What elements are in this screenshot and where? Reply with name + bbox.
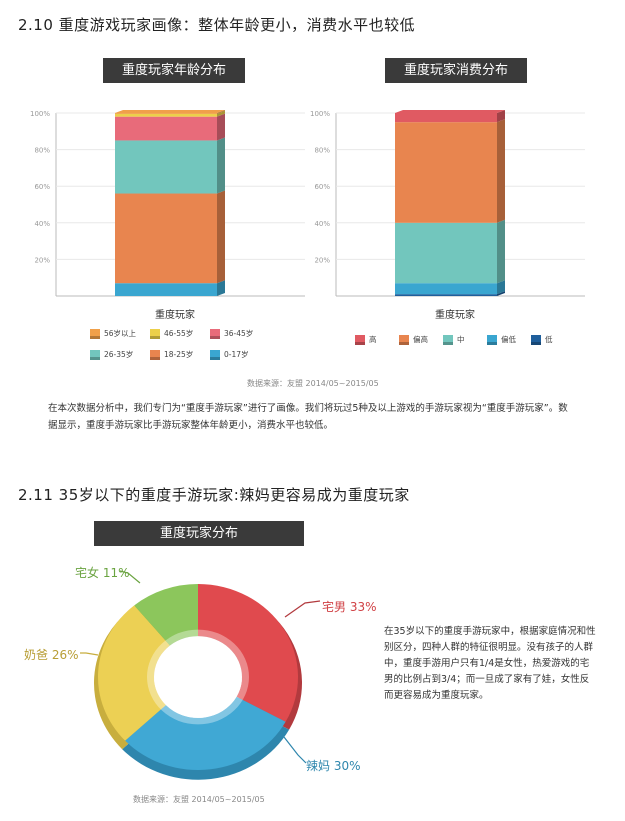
- spend-bar-segment-side-2: [497, 219, 505, 284]
- spend-legend-swatch: [399, 334, 409, 345]
- spend-bar-segment-2: [395, 222, 497, 284]
- spend-legend-label: 低: [545, 335, 553, 344]
- age-legend-label: 18-25岁: [164, 350, 194, 359]
- age-y-tick-label: 60%: [34, 183, 50, 191]
- spend-legend-item: 偏低: [487, 334, 516, 345]
- age-legend-item: 18-25岁: [150, 349, 193, 360]
- spend-legend-item: 高: [355, 334, 377, 345]
- age-legend-item: 46-55岁: [150, 328, 193, 339]
- age-bar-segment-5: [115, 113, 217, 114]
- age-stacked-bar-chart: 20% 40% 60% 80% 100%: [30, 110, 305, 297]
- spend-bar-segment-side-1: [497, 280, 505, 295]
- age-bar-segment-2: [115, 140, 217, 194]
- age-legend-swatch: [150, 349, 160, 360]
- spend-legend-item: 低: [531, 334, 553, 345]
- spend-legend-swatch: [531, 334, 541, 345]
- spend-chart-title: 重度玩家消费分布: [385, 58, 527, 83]
- section-1-source: 数据来源：友盟 2014/05~2015/05: [247, 379, 379, 388]
- age-legend-label: 56岁以上: [104, 329, 137, 338]
- section-1-paragraph: 在本次数据分析中，我们专门为“重度手游玩家”进行了画像。我们将玩过5种及以上游戏…: [48, 403, 568, 431]
- donut-hole: [154, 636, 242, 718]
- donut-leader-line-3: [119, 570, 141, 584]
- age-bar-top: [115, 110, 225, 113]
- spend-bar-top: [395, 110, 505, 113]
- spend-y-tick-label: 60%: [314, 183, 330, 191]
- donut-slice-2: [98, 605, 170, 741]
- age-chart-category-label: 重度玩家: [155, 310, 195, 321]
- age-legend-swatch: [210, 349, 220, 360]
- section-2-title: 2.11 35岁以下的重度手游玩家:辣妈更容易成为重度玩家: [18, 486, 410, 504]
- age-chart-legend: 56岁以上 46-55岁 36-45岁 26-35岁 18-25岁 0-17岁: [90, 328, 290, 368]
- donut-leader-line-2: [80, 652, 99, 656]
- spend-legend-label: 偏高: [413, 335, 428, 344]
- age-bar-segment-side-0: [217, 280, 225, 296]
- age-y-tick-label: 40%: [34, 220, 50, 228]
- spend-bar-segment-side-3: [497, 119, 505, 223]
- age-legend-item: 26-35岁: [90, 349, 133, 360]
- spend-legend-swatch: [487, 334, 497, 345]
- age-legend-label: 0-17岁: [224, 350, 249, 359]
- age-bar-segment-0: [115, 283, 217, 296]
- age-legend-item: 56岁以上: [90, 328, 136, 339]
- donut-label-naiba: 奶爸 26%: [24, 648, 79, 662]
- spend-bar-segment-3: [395, 122, 497, 223]
- age-bar-segment-3: [115, 116, 217, 141]
- age-bar-segment-side-2: [217, 137, 225, 194]
- age-bar-segment-side-3: [217, 113, 225, 141]
- age-legend-swatch: [150, 328, 160, 339]
- age-bar-segment-1: [115, 193, 217, 284]
- spend-legend-item: 中: [443, 334, 465, 345]
- donut-leader-line-0: [284, 600, 321, 618]
- spend-bar-segment-side-4: [497, 110, 505, 123]
- spend-bar-segment-1: [395, 283, 497, 295]
- age-legend-swatch: [210, 328, 220, 339]
- donut-label-lama: 辣妈 30%: [306, 759, 361, 773]
- player-donut-chart: [80, 570, 321, 780]
- donut-slice-1: [125, 696, 286, 770]
- age-legend-swatch: [90, 349, 100, 360]
- spend-chart-category-label: 重度玩家: [435, 310, 475, 321]
- spend-y-tick-label: 40%: [314, 220, 330, 228]
- spend-legend-item: 偏高: [399, 334, 428, 345]
- spend-legend-swatch: [355, 334, 365, 345]
- age-bar-segment-4: [115, 113, 217, 117]
- donut-label-zhainv: 宅女 11%: [75, 566, 130, 580]
- spend-legend-swatch: [443, 334, 453, 345]
- age-bar-segment-side-4: [217, 110, 225, 117]
- spend-legend-label: 中: [457, 335, 465, 344]
- section-2-paragraph: 在35岁以下的重度手游玩家中，根据家庭情况和性别区分，四种人群的特征很明显。没有…: [384, 626, 596, 701]
- section-1-title: 2.10 重度游戏玩家画像：整体年龄更小，消费水平也较低: [18, 16, 416, 34]
- spend-y-tick-label: 20%: [314, 256, 330, 264]
- age-bar-segment-side-1: [217, 190, 225, 284]
- spend-bar-segment-0: [395, 294, 497, 296]
- age-chart-title: 重度玩家年龄分布: [103, 58, 245, 83]
- donut-slice-0: [198, 584, 298, 722]
- age-y-tick-label: 20%: [34, 256, 50, 264]
- spend-chart-legend: 高 偏高 中 偏低 低: [355, 334, 575, 352]
- age-legend-label: 36-45岁: [224, 329, 254, 338]
- age-legend-label: 46-55岁: [164, 329, 194, 338]
- age-legend-swatch: [90, 328, 100, 339]
- spend-y-tick-label: 100%: [310, 110, 330, 118]
- spend-bar-segment-side-0: [497, 291, 505, 296]
- spend-y-tick-label: 80%: [314, 147, 330, 155]
- spend-bar-segment-4: [395, 113, 497, 123]
- age-legend-item: 36-45岁: [210, 328, 253, 339]
- age-legend-item: 0-17岁: [210, 349, 249, 360]
- donut-slice-3: [134, 584, 198, 646]
- age-y-tick-label: 100%: [30, 110, 50, 118]
- spend-legend-label: 偏低: [501, 335, 516, 344]
- age-legend-label: 26-35岁: [104, 350, 134, 359]
- spend-legend-label: 高: [369, 335, 377, 344]
- donut-leader-line-1: [283, 736, 307, 764]
- donut-label-zhainan: 宅男 33%: [322, 600, 377, 614]
- spend-stacked-bar-chart: 20% 40% 60% 80% 100%: [310, 110, 585, 297]
- age-bar-segment-side-5: [217, 110, 225, 114]
- section-2-source: 数据来源：友盟 2014/05~2015/05: [133, 795, 265, 804]
- donut-chart-title: 重度玩家分布: [94, 521, 304, 546]
- age-y-tick-label: 80%: [34, 147, 50, 155]
